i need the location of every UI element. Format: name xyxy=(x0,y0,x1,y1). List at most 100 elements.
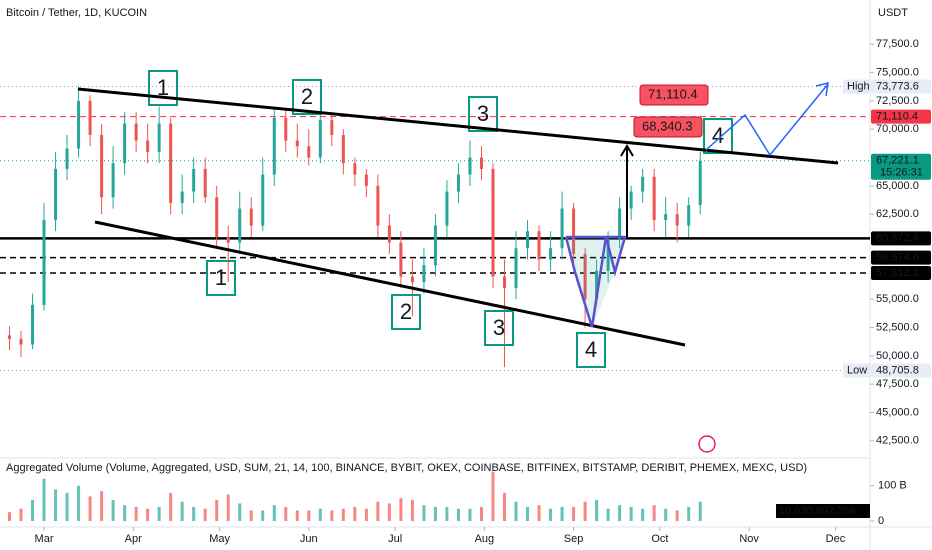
candle-body xyxy=(100,134,104,198)
price-label-box xyxy=(871,153,931,180)
volume-bar xyxy=(572,506,576,521)
candle-body xyxy=(468,157,472,175)
wave-label: 4 xyxy=(585,337,597,362)
candle-body xyxy=(364,174,368,186)
candle-body xyxy=(284,117,288,141)
volume-bar xyxy=(318,508,322,521)
y-tick-label: 42,500.0 xyxy=(876,435,919,447)
volume-bar xyxy=(479,506,483,521)
candle-body xyxy=(560,208,564,249)
volume-bar xyxy=(31,499,35,521)
candle-body xyxy=(456,174,460,192)
wave-box xyxy=(576,332,606,368)
volume-bar xyxy=(698,501,702,521)
volume-bar xyxy=(618,505,622,521)
volume-bar xyxy=(376,501,380,521)
alert-icon[interactable] xyxy=(698,435,716,453)
volume-bar xyxy=(641,508,645,521)
volume-bar xyxy=(261,510,265,521)
callout-box xyxy=(639,84,709,106)
wave-box xyxy=(391,294,421,330)
volume-bar xyxy=(7,512,11,521)
candle-body xyxy=(295,140,299,147)
candle-body xyxy=(146,140,150,152)
volume-bar xyxy=(111,499,115,521)
y-tick-label: 47,500.0 xyxy=(876,378,919,390)
wave-label: 1 xyxy=(215,265,227,290)
candle-body xyxy=(54,168,58,220)
price-label-box xyxy=(871,231,931,246)
volume-tick-label: 100 B xyxy=(878,480,907,492)
candle-body xyxy=(261,174,265,226)
candle-body xyxy=(19,338,23,345)
x-tick-label: Mar xyxy=(35,533,54,545)
volume-bar xyxy=(77,485,81,521)
candle-body xyxy=(583,253,587,300)
price-name-box xyxy=(843,79,871,94)
volume-bar xyxy=(491,471,495,521)
wave-box xyxy=(292,79,322,115)
volume-bar xyxy=(88,496,92,521)
candle-body xyxy=(422,265,426,283)
candle-body xyxy=(376,185,380,226)
volume-bar xyxy=(549,508,553,521)
candle-body xyxy=(42,219,46,305)
volume-bar xyxy=(560,506,564,521)
candle-body xyxy=(111,163,115,198)
candle-body xyxy=(249,208,253,226)
volume-bar xyxy=(468,508,472,521)
volume-bar xyxy=(353,506,357,521)
x-tick-label: May xyxy=(209,533,230,545)
volume-bar xyxy=(180,501,184,521)
upper-trendline xyxy=(77,87,839,165)
candle-body xyxy=(215,197,219,237)
volume-bar xyxy=(526,506,530,521)
candle-body xyxy=(606,239,610,271)
candle-body xyxy=(77,100,81,149)
candle-body xyxy=(652,176,656,220)
x-tick-label: Apr xyxy=(125,533,142,545)
candle-body xyxy=(698,160,702,206)
wave-box xyxy=(148,70,178,106)
x-tick-label: Jul xyxy=(388,533,402,545)
volume-bar xyxy=(123,505,127,521)
x-tick-label: Sep xyxy=(564,533,584,545)
candle-body xyxy=(629,191,633,209)
y-tick-label: 65,000.0 xyxy=(876,180,919,192)
volume-bar xyxy=(387,503,391,521)
volume-bar xyxy=(433,506,437,521)
volume-bar xyxy=(238,503,242,521)
candle-body xyxy=(526,231,530,249)
candle-body xyxy=(330,120,334,135)
price-label: 57,312.1 xyxy=(876,267,919,279)
y-tick-label: 62,500.0 xyxy=(876,208,919,220)
y-tick-label: 77,500.0 xyxy=(876,38,919,50)
y-tick-label: 55,000.0 xyxy=(876,293,919,305)
price-label: 60,372.4 xyxy=(876,232,919,244)
candle-body xyxy=(169,123,173,203)
price-name: High xyxy=(847,80,870,92)
candle-body xyxy=(503,276,507,288)
price-label: 67,221.1 xyxy=(876,155,919,167)
volume-bar xyxy=(675,510,679,521)
volume-bar xyxy=(307,510,311,521)
price-name: Low xyxy=(847,364,867,376)
candle-body xyxy=(410,276,414,283)
wave-box xyxy=(468,96,498,132)
volume-bar xyxy=(169,492,173,521)
candle-body xyxy=(238,208,242,243)
price-label: 58,674.6 xyxy=(876,251,919,263)
y-tick-label: 45,000.0 xyxy=(876,406,919,418)
candle-body xyxy=(272,117,276,175)
wave-label: 3 xyxy=(493,315,505,340)
volume-bar xyxy=(272,505,276,521)
lower-trendline xyxy=(94,220,686,347)
callout-label: 68,340.3 xyxy=(642,118,693,133)
y-tick-label: 50,000.0 xyxy=(876,350,919,362)
volume-bar xyxy=(629,506,633,521)
candle-body xyxy=(353,163,357,175)
x-tick-label: Oct xyxy=(651,533,668,545)
volume-bar xyxy=(595,499,599,521)
candle-body xyxy=(134,123,138,141)
